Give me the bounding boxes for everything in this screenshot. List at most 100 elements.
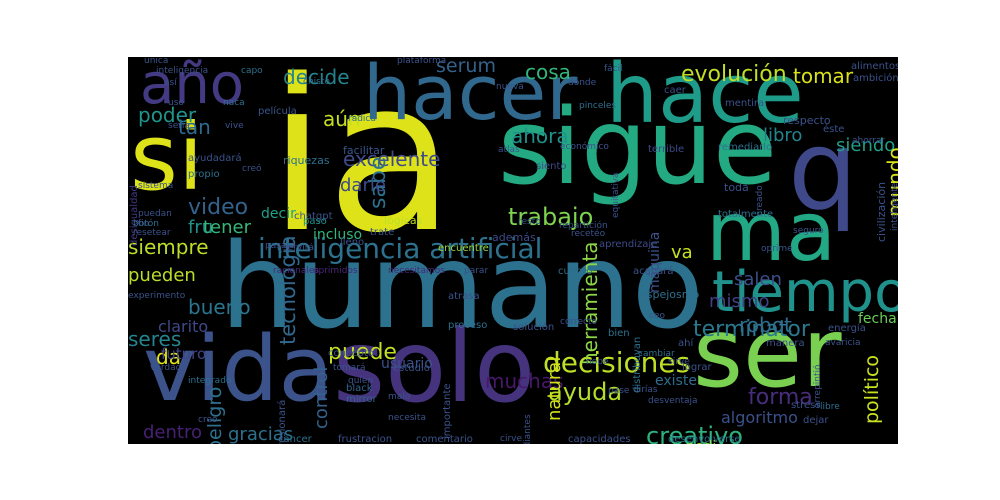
cloud-word: cancer [278,434,312,445]
cloud-word: manera [766,338,805,349]
cloud-word: decir [261,206,296,222]
cloud-word: económico [560,142,609,152]
cloud-word: solución [513,322,555,333]
cloud-word: sistema [138,181,174,191]
cloud-word: estudiantes [523,414,533,444]
cloud-word: aprendizaje [599,239,658,250]
cloud-word: ayuda [548,378,623,406]
cloud-word: excelente [343,147,441,171]
cloud-word: político [861,354,883,424]
cloud-word: cirve [500,434,523,444]
cloud-word: tener [203,217,252,238]
cloud-word: además [492,231,536,244]
cloud-word: inteligencia [156,66,209,76]
cloud-word: hace [606,57,804,142]
cloud-word: respecto [783,114,831,127]
cloud-word: acabará [633,266,674,277]
cloud-word: hacer [363,57,578,137]
cloud-word: uso [168,98,184,108]
cloud-word: cuento [558,266,593,277]
cloud-word: serum [436,57,496,77]
cloud-word: creativo [646,422,743,444]
cloud-word: inteligencia artificial [258,232,543,265]
cloud-word: distribuyan [632,336,643,393]
cloud-word: desenvolverse [668,434,741,445]
cloud-word: facilitar [343,144,385,157]
cloud-word: ambición [853,73,898,84]
cloud-word: video [188,195,249,220]
cloud-word: única [144,57,169,66]
cloud-word: creo [198,415,218,425]
cloud-word: malo [388,392,411,402]
cloud-word: lógicas [384,214,423,227]
cloud-word: plataforma [397,57,447,66]
cloud-word: usuario [381,356,433,372]
cloud-word: arrepintió [813,364,823,408]
cloud-word: aún [323,107,361,131]
cloud-word: dentro [143,422,202,443]
cloud-word: espejosmo [640,288,700,301]
cloud-word: tiempo [712,260,898,325]
cloud-word: encuentre [438,243,489,254]
cloud-word: necesita [388,413,426,423]
cloud-word: experimento [128,291,186,301]
cloud-word: puedan [138,209,172,219]
cloud-word: resto [518,217,541,227]
cloud-word: control [311,366,332,429]
cloud-word: libro [763,125,803,146]
cloud-word: importante [442,383,453,439]
cloud-word: clarito [158,317,209,336]
cloud-word: pedi [686,440,716,444]
cloud-word: radica [348,114,376,124]
cloud-word: ia [268,57,456,279]
cloud-word: dónde [568,78,597,88]
cloud-word: muchas [485,369,564,393]
cloud-word: toda [724,181,749,194]
cloud-word: cosa [525,60,571,84]
cloud-word: civilización [875,181,888,242]
cloud-word: lleno [340,237,365,248]
cloud-word: oprime [761,244,793,254]
cloud-word: decisiones [543,346,691,379]
cloud-word: vive [225,121,244,131]
cloud-word: verdad [150,363,182,373]
cloud-word: vida [143,317,334,422]
cloud-word: stress [791,400,821,411]
cloud-word: siempre [128,235,209,259]
cloud-word: q [788,106,858,234]
cloud-word: resetear [133,228,171,238]
cloud-word: necesitamos [388,266,445,276]
cloud-word: da [156,345,181,369]
cloud-word: máquina [647,231,663,293]
cloud-word: natural [544,356,565,421]
cloud-word: remediarlo [718,142,773,153]
cloud-word: proceso [448,320,488,331]
cloud-word: salen [734,269,782,290]
cloud-word: ayudadará [188,153,242,164]
cloud-word: comentario [416,434,473,445]
cloud-word: gracias [228,424,294,444]
cloud-word: black [346,383,373,394]
cloud-word: avaricia [825,338,861,348]
cloud-word: sigue [498,86,777,208]
cloud-word: nope [586,357,609,367]
cloud-word: tomar [793,64,854,88]
cloud-word: puede [328,340,397,365]
cloud-word: así [164,78,177,88]
cloud-word: pase [608,386,630,396]
cloud-word: seguro [793,226,824,236]
cloud-word: fin [138,219,150,229]
cloud-word: paso [303,216,327,227]
cloud-word: chiste [303,77,330,87]
cloud-word: ahorrar [852,136,886,146]
cloud-word: concepto [328,348,374,359]
cloud-word: dejar [803,415,829,426]
cloud-word: va [671,242,693,263]
cloud-word: totalmente [718,209,774,220]
cloud-word: fecha [858,311,897,327]
cloud-word: pinceles [579,101,617,111]
cloud-word: chatgpt [294,211,333,222]
cloud-word: ahora [511,124,569,148]
cloud-word: siento [536,161,567,172]
cloud-word: lograr [682,362,712,373]
